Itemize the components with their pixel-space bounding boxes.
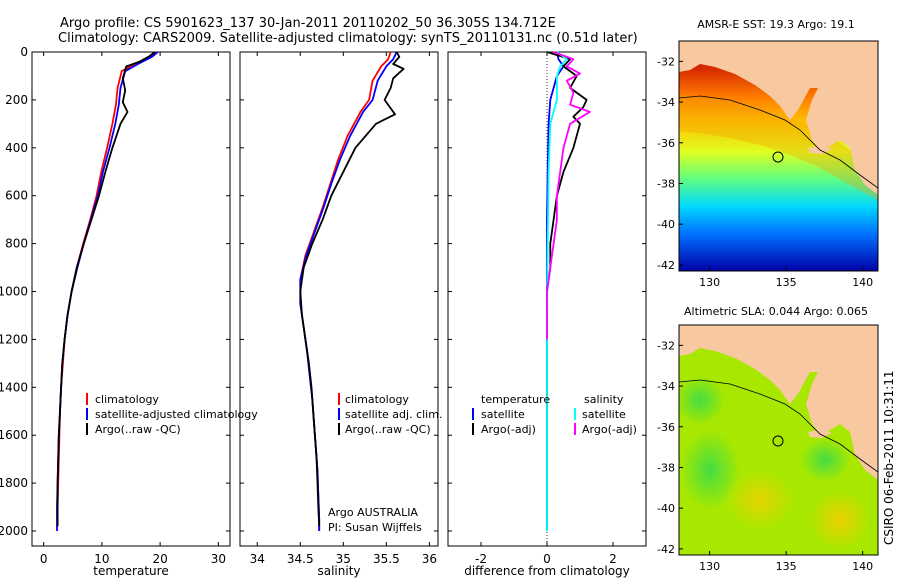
sla-map-panel: Altimetric SLA: 0.044 Argo: 0.065 130 135… [657,305,879,573]
map-y-tick-label: -42 [657,543,675,556]
temperature-axes-box [31,51,231,547]
map-y-tick-label: -38 [657,461,675,474]
map-x-tick-label: 140 [852,560,873,573]
x-tick-label: 36 [422,552,437,566]
x-tick-label: 35 [336,552,351,566]
difference-xlabel: difference from climatology [464,564,630,578]
sla-shelf-contour [679,379,878,473]
argo-australia-label: Argo AUSTRALIA [328,506,418,519]
y-tick-label: 200 [5,93,28,107]
map-x-tick-label: 135 [776,276,797,289]
salinity-legend: climatology satellite adj. clim. Argo(..… [338,393,442,436]
map-x-tick-label: 135 [776,560,797,573]
x-tick-label: -2 [475,552,487,566]
sla-map-frame [678,324,879,556]
series-line [299,51,398,531]
salinity-axes-box [239,51,439,547]
y-tick-label: 400 [5,141,28,155]
legend-label-climatology: climatology [345,393,409,406]
x-tick-label: 0 [40,552,48,566]
legend-label-argo: Argo(..raw -QC) [345,423,431,436]
legend-label-temp-satellite: satellite [481,408,525,421]
legend-title-salinity: salinity [584,393,624,406]
map-x-tick-label: 130 [699,276,720,289]
difference-legend: temperature salinity satellite Argo(-adj… [472,393,637,436]
sst-argo-marker [772,151,784,163]
legend-label-sal-argo: Argo(-adj) [582,423,637,436]
y-tick-label: 1200 [0,332,28,346]
series-line [546,51,588,527]
temperature-panel: 0 10 20 30 0 200 400 600 800 1000 1200 1400 1600 1800… [0,45,231,578]
x-tick-label: 2 [609,552,617,566]
map-y-tick-label: -38 [657,177,675,190]
x-tick-label: 35.5 [373,552,400,566]
map-y-tick-label: -32 [657,339,675,352]
map-x-tick-label: 140 [852,276,873,289]
temperature-legend: climatology satellite-adjusted climatolo… [86,393,258,436]
pi-label: PI: Susan Wijffels [328,521,422,534]
y-tick-label: 800 [5,237,28,251]
y-tick-label: 1400 [0,380,28,394]
series-line [56,51,156,527]
legend-label-satellite: satellite-adjusted climatology [95,408,258,421]
sst-land [679,41,878,195]
series-line [546,51,591,340]
map-y-tick-label: -34 [657,380,675,393]
sst-map-frame [678,40,879,272]
sla-anomaly [680,430,740,510]
sla-anomaly [725,470,795,530]
map-y-tick-label: -40 [657,502,675,515]
sst-map-title: AMSR-E SST: 19.3 Argo: 19.1 [697,18,855,31]
sst-map-panel: AMSR-E SST: 19.3 Argo: 19.1 130 135 140 -32… [657,18,879,289]
y-tick-label: 600 [5,189,28,203]
series-line [546,51,568,531]
sla-argo-marker [772,435,784,447]
header-line-2: Climatology: CARS2009. Satellite-adjuste… [58,31,638,46]
map-y-tick-label: -40 [657,218,675,231]
y-tick-label: 0 [20,45,28,59]
salinity-panel: 34 34.5 35 35.5 36 salinity Argo AUSTRALIA P… [239,51,439,578]
map-y-tick-label: -36 [657,137,675,150]
y-tick-label: 2000 [0,524,28,538]
legend-label-satellite: satellite adj. clim. [345,408,442,421]
y-tick-label: 1000 [0,285,28,299]
x-tick-label: 34.5 [287,552,314,566]
y-tick-label: 1600 [0,428,28,442]
map-x-tick-label: 130 [699,560,720,573]
sla-anomaly [679,375,725,425]
sla-anomaly [810,490,870,550]
y-tick-label: 1800 [0,476,28,490]
x-tick-label: 20 [152,552,167,566]
sla-land [679,325,878,480]
footer-stamp: CSIRO 06-Feb-2011 10:31:11 [882,370,896,545]
sla-anomaly [800,438,850,482]
map-y-tick-label: -36 [657,421,675,434]
sst-shelf-contour [679,95,878,189]
x-tick-label: 34 [250,552,265,566]
difference-panel: -2 0 2 difference from climatology [447,51,647,578]
legend-label-temp-argo: Argo(-adj) [481,423,536,436]
map-y-tick-label: -32 [657,55,675,68]
salinity-xlabel: salinity [317,564,360,578]
legend-label-climatology: climatology [95,393,159,406]
temperature-xlabel: temperature [93,564,168,578]
x-tick-label: 10 [94,552,109,566]
map-y-tick-label: -42 [657,259,675,272]
map-y-tick-label: -34 [657,96,675,109]
x-tick-label: 30 [211,552,226,566]
header-line-1: Argo profile: CS 5901623_137 30-Jan-2011… [60,16,556,31]
sla-map-title: Altimetric SLA: 0.044 Argo: 0.065 [684,305,868,318]
legend-label-argo: Argo(..raw -QC) [95,423,181,436]
legend-label-sal-satellite: satellite [582,408,626,421]
x-tick-label: 0 [543,552,551,566]
series-line [299,51,405,527]
legend-title-temperature: temperature [481,393,550,406]
sst-warm-band [679,95,878,200]
